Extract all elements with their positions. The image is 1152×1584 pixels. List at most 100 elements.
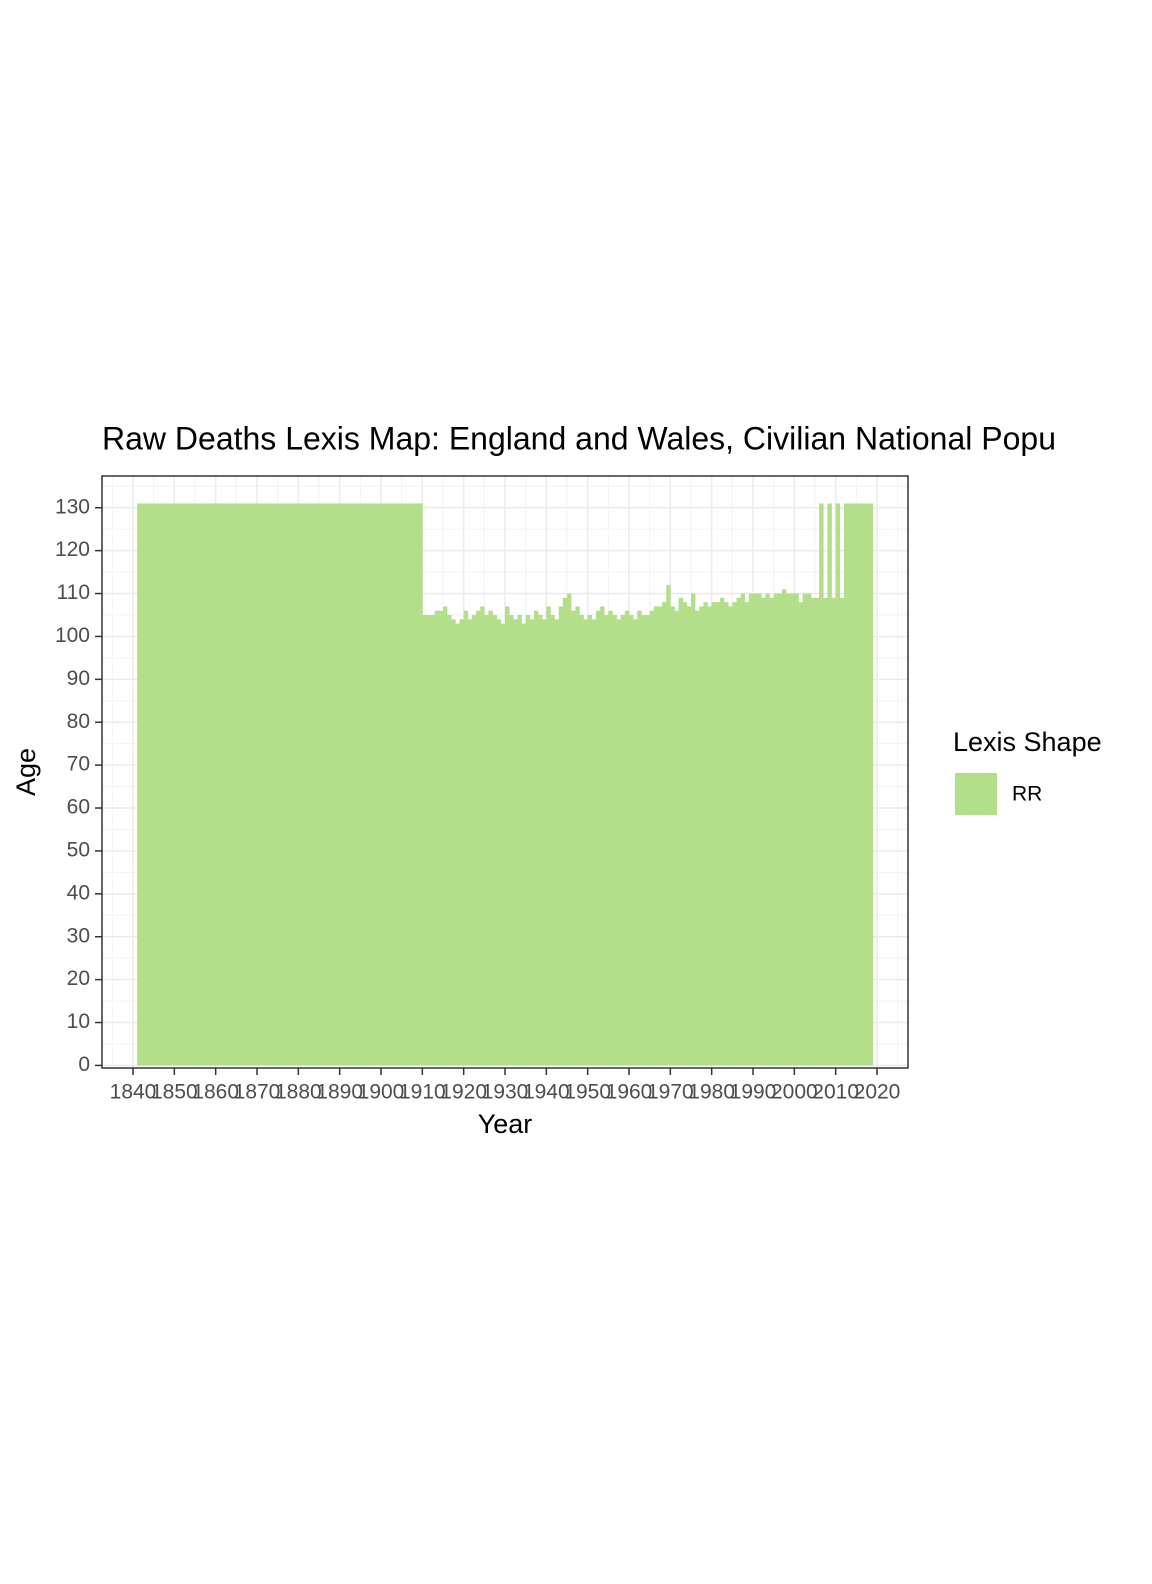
tile-column bbox=[228, 503, 233, 1066]
tile-column bbox=[719, 597, 725, 1066]
x-tick-label: 1910 bbox=[399, 1081, 446, 1104]
tile-column bbox=[240, 503, 245, 1066]
tile-column bbox=[781, 589, 787, 1066]
tile-column bbox=[405, 503, 411, 1066]
tile-column bbox=[624, 610, 630, 1066]
tile-column bbox=[748, 593, 754, 1066]
tile-column bbox=[426, 614, 431, 1066]
tile-column bbox=[728, 606, 733, 1066]
tile-column bbox=[521, 623, 526, 1066]
tile-column bbox=[740, 593, 746, 1066]
tile-column bbox=[848, 503, 853, 1066]
tile-column bbox=[509, 614, 514, 1066]
tile-column bbox=[633, 619, 638, 1066]
tile-column bbox=[761, 597, 766, 1066]
tile-column bbox=[385, 503, 390, 1066]
legend-title: Lexis Shape bbox=[953, 727, 1102, 757]
legend-key bbox=[955, 773, 997, 815]
x-tick-label: 2020 bbox=[854, 1081, 901, 1104]
tile-column bbox=[662, 602, 667, 1066]
y-tick-label: 30 bbox=[67, 924, 90, 947]
x-tick-label: 1890 bbox=[316, 1081, 363, 1104]
tile-column bbox=[732, 602, 737, 1066]
tile-column bbox=[724, 602, 729, 1066]
x-tick-label: 1960 bbox=[606, 1081, 653, 1104]
tile-column bbox=[827, 503, 832, 1066]
tile-column bbox=[414, 503, 419, 1066]
y-tick-label: 120 bbox=[55, 538, 90, 561]
tile-column bbox=[562, 597, 568, 1066]
x-tick-label: 1870 bbox=[234, 1081, 281, 1104]
tile-column bbox=[459, 619, 464, 1066]
tile-column bbox=[864, 503, 870, 1066]
tile-column bbox=[591, 619, 597, 1066]
tile-column bbox=[777, 593, 783, 1066]
tile-column bbox=[579, 614, 584, 1066]
tile-column bbox=[715, 602, 721, 1066]
x-tick-label: 1860 bbox=[192, 1081, 239, 1104]
tile-column bbox=[199, 503, 204, 1066]
y-tick-label: 50 bbox=[67, 838, 90, 861]
tile-column bbox=[310, 503, 316, 1066]
tile-column bbox=[347, 503, 353, 1066]
tile-column bbox=[488, 610, 493, 1066]
y-tick-label: 0 bbox=[78, 1053, 90, 1076]
tile-column bbox=[269, 503, 274, 1066]
y-tick-label: 60 bbox=[67, 796, 90, 819]
tile-column bbox=[835, 503, 841, 1066]
tile-column bbox=[583, 619, 588, 1066]
tile-column bbox=[757, 593, 762, 1066]
x-tick-label: 1880 bbox=[275, 1081, 322, 1104]
tile-column bbox=[604, 614, 609, 1066]
chart-title: Raw Deaths Lexis Map: England and Wales,… bbox=[102, 420, 1056, 456]
tile-column bbox=[195, 503, 200, 1066]
tile-column bbox=[182, 503, 188, 1066]
tile-column bbox=[831, 597, 836, 1066]
tile-column bbox=[323, 503, 328, 1066]
tile-column bbox=[467, 619, 473, 1066]
tile-column bbox=[447, 614, 452, 1066]
tile-column bbox=[356, 503, 361, 1066]
tile-column bbox=[298, 503, 303, 1066]
tile-column bbox=[302, 503, 307, 1066]
tile-column bbox=[513, 619, 518, 1066]
tile-column bbox=[352, 503, 357, 1066]
tile-column bbox=[765, 593, 770, 1066]
tile-column bbox=[786, 593, 791, 1066]
tile-column bbox=[554, 619, 560, 1066]
tile-column bbox=[819, 503, 824, 1066]
tile-column bbox=[678, 597, 684, 1066]
tile-column bbox=[529, 619, 535, 1066]
tile-column bbox=[471, 614, 477, 1066]
x-axis-title: Year bbox=[478, 1109, 533, 1139]
tile-column bbox=[443, 606, 448, 1066]
tile-column bbox=[691, 593, 696, 1066]
tile-column bbox=[492, 614, 498, 1066]
tile-column bbox=[339, 503, 345, 1066]
tile-column bbox=[773, 593, 779, 1066]
tile-column bbox=[769, 597, 774, 1066]
tile-column bbox=[281, 503, 287, 1066]
tile-column bbox=[236, 503, 241, 1066]
tile-column bbox=[806, 593, 812, 1066]
tile-column bbox=[430, 614, 436, 1066]
tile-column bbox=[434, 610, 440, 1066]
tile-column bbox=[558, 606, 564, 1066]
tile-column bbox=[381, 503, 386, 1066]
tile-column bbox=[314, 503, 320, 1066]
tile-column bbox=[682, 602, 688, 1066]
y-tick-label: 80 bbox=[67, 710, 90, 733]
tile-column bbox=[657, 606, 663, 1066]
tile-column bbox=[538, 614, 543, 1066]
tile-column bbox=[319, 503, 324, 1066]
y-tick-label: 130 bbox=[55, 495, 90, 518]
tile-column bbox=[257, 503, 262, 1066]
tile-column bbox=[645, 614, 650, 1066]
tile-column bbox=[608, 610, 613, 1066]
tile-column bbox=[686, 606, 692, 1066]
tile-column bbox=[327, 503, 332, 1066]
y-tick-label: 20 bbox=[67, 967, 90, 990]
x-tick-label: 1840 bbox=[110, 1081, 157, 1104]
x-tick-label: 1930 bbox=[482, 1081, 529, 1104]
tile-column bbox=[393, 503, 398, 1066]
